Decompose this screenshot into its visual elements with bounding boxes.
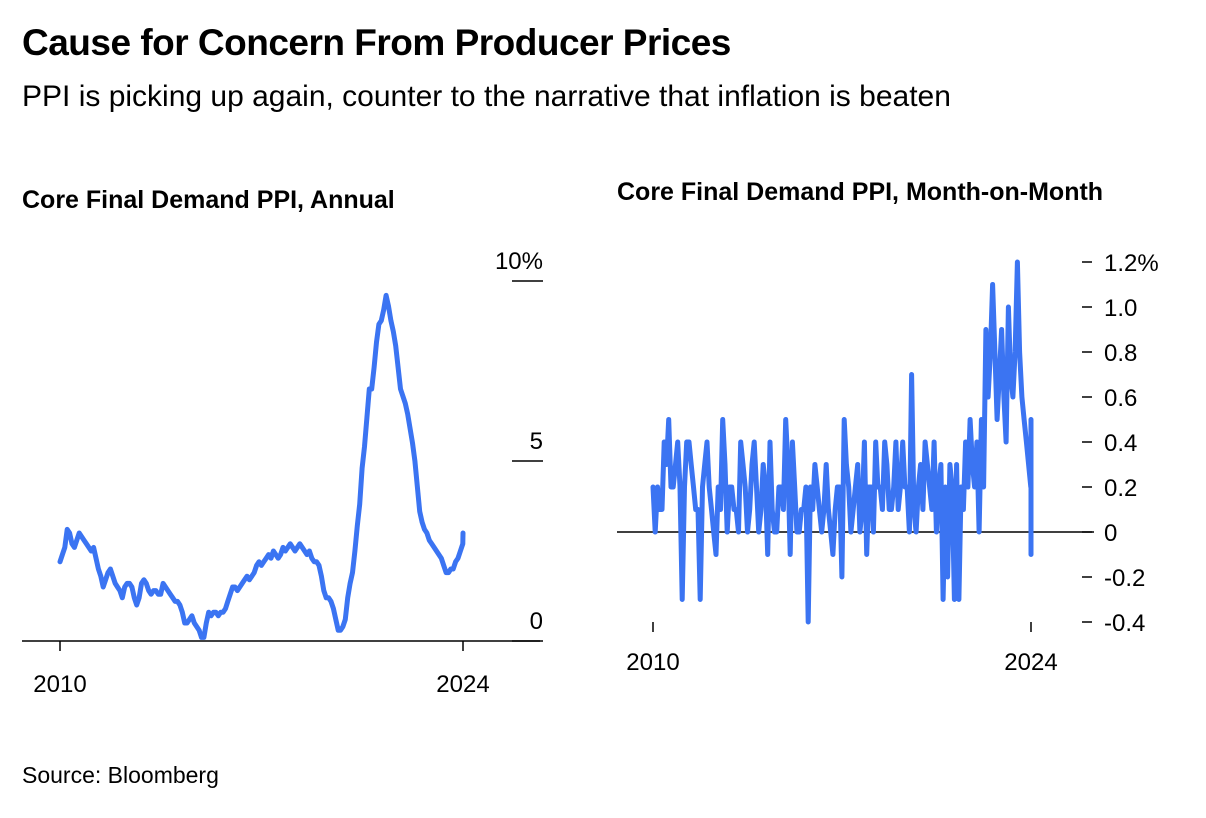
y-tick-label: 1.2% (1104, 250, 1159, 277)
x-tick-label: 2010 (626, 649, 679, 676)
y-tick-label: 0.4 (1104, 430, 1137, 457)
y-tick-label: 0.8 (1104, 340, 1137, 367)
y-tick-label: 0.2 (1104, 475, 1137, 502)
page-subtitle: PPI is picking up again, counter to the … (22, 80, 951, 113)
mom-panel-title: Core Final Demand PPI, Month-on-Month (617, 178, 1104, 206)
y-tick-label: 10% (495, 248, 543, 275)
y-tick-label: -0.4 (1104, 610, 1145, 637)
y-tick-label: 0 (530, 608, 543, 635)
series-line (57, 292, 466, 640)
y-tick-label: 0 (1104, 520, 1117, 547)
page-title: Cause for Concern From Producer Prices (22, 22, 731, 63)
x-tick-label: 2024 (1004, 649, 1057, 676)
y-tick-label: 1.0 (1104, 295, 1137, 322)
annual-panel-title: Core Final Demand PPI, Annual (22, 186, 395, 214)
series-line (650, 259, 1034, 625)
x-tick-label: 2010 (33, 671, 86, 698)
source-note: Source: Bloomberg (22, 762, 219, 788)
y-tick-label: 0.6 (1104, 385, 1137, 412)
y-tick-label: 5 (530, 428, 543, 455)
x-tick-label: 2024 (436, 671, 489, 698)
y-tick-label: -0.2 (1104, 565, 1145, 592)
